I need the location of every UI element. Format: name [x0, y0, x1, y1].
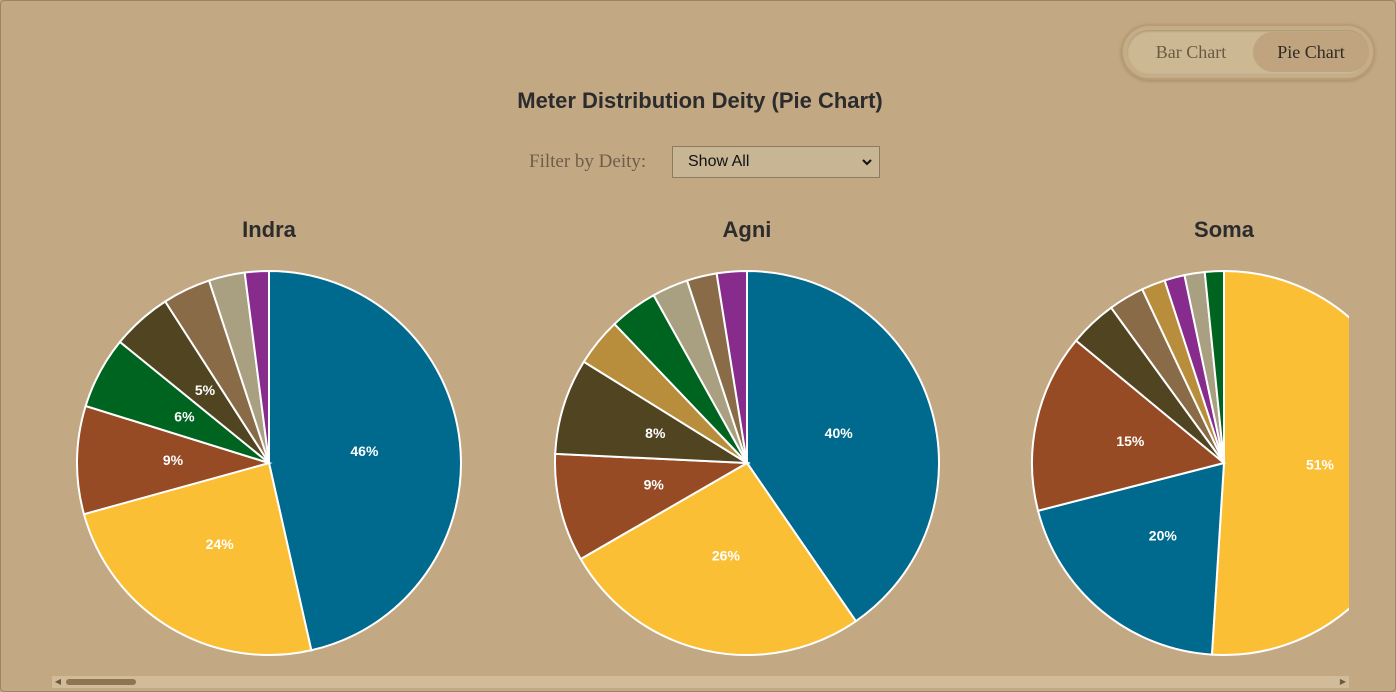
horizontal-scrollbar[interactable]: ◀ ▶ — [52, 676, 1349, 688]
bar-chart-button[interactable]: Bar Chart — [1155, 42, 1227, 62]
pie-label-agni-2: 9% — [644, 476, 665, 492]
pie-agni: 40% 26% 9% 8% — [554, 269, 940, 656]
pie-label-indra-3: 6% — [174, 408, 195, 424]
pie-charts-svg: 46% 24% 9% 6%5% 40% 26% 9% 8% 51% 20% 15% — [76, 269, 1349, 656]
pie-slice-agni-1[interactable] — [579, 461, 858, 656]
pie-label-agni-1: 26% — [712, 547, 741, 563]
pie-slice-agni-3[interactable] — [554, 360, 751, 465]
pie-label-indra-4: 5% — [195, 382, 216, 398]
triangle-left-icon[interactable]: ◀ — [54, 677, 62, 686]
triangle-right-icon[interactable]: ▶ — [1339, 677, 1347, 686]
toggle-track: Bar Chart Pie Chart — [1127, 30, 1369, 74]
pie-slice-indra-2[interactable] — [76, 404, 273, 516]
pie-title-indra: Indra — [242, 217, 296, 242]
pie-slice-soma-1[interactable] — [1036, 461, 1226, 656]
pie-slice-agni-8[interactable] — [715, 269, 748, 464]
pie-slice-soma-0[interactable] — [1210, 269, 1349, 656]
pie-slice-indra-0[interactable] — [268, 269, 462, 652]
pie-label-indra-0: 46% — [350, 443, 379, 459]
page-title: Meter Distribution Deity (Pie Chart) — [517, 88, 883, 113]
pie-slice-agni-2[interactable] — [554, 452, 751, 561]
pie-label-soma-0: 51% — [1306, 457, 1335, 473]
pie-label-indra-2: 9% — [163, 452, 184, 468]
pie-soma: 51% 20% 15% — [1031, 269, 1349, 656]
pie-label-indra-1: 24% — [206, 536, 235, 552]
pie-chart-button[interactable]: Pie Chart — [1253, 32, 1369, 72]
pie-label-agni-3: 8% — [645, 425, 666, 441]
deity-filter-select[interactable]: Show All — [672, 146, 880, 178]
filter-label: Filter by Deity: — [529, 151, 647, 172]
pie-slice-agni-0[interactable] — [746, 269, 940, 623]
deity-filter-value: Show All — [688, 153, 750, 170]
pie-label-soma-1: 20% — [1149, 528, 1178, 544]
pie-slice-indra-1[interactable] — [82, 461, 313, 656]
chart-type-toggle: Bar Chart Pie Chart — [1121, 24, 1375, 80]
pie-title-soma: Soma — [1194, 217, 1254, 242]
pie-label-agni-0: 40% — [825, 425, 854, 441]
chevron-down-icon — [862, 159, 872, 166]
pie-charts-scroll-area[interactable]: Indra Agni Soma 46% 24% 9% 6% 5% 40% 26% 9% 8% 51… — [52, 200, 1349, 674]
pie-slice-indra-7[interactable] — [243, 269, 270, 464]
pie-label-soma-2: 15% — [1116, 433, 1145, 449]
pie-indra: 46% 24% 9% 6%5% — [76, 269, 462, 656]
pie-title-agni: Agni — [722, 217, 772, 242]
pie-slice-soma-2[interactable] — [1031, 339, 1227, 512]
pie-slice-soma-8[interactable] — [1203, 269, 1225, 464]
scrollbar-thumb[interactable] — [66, 679, 136, 685]
